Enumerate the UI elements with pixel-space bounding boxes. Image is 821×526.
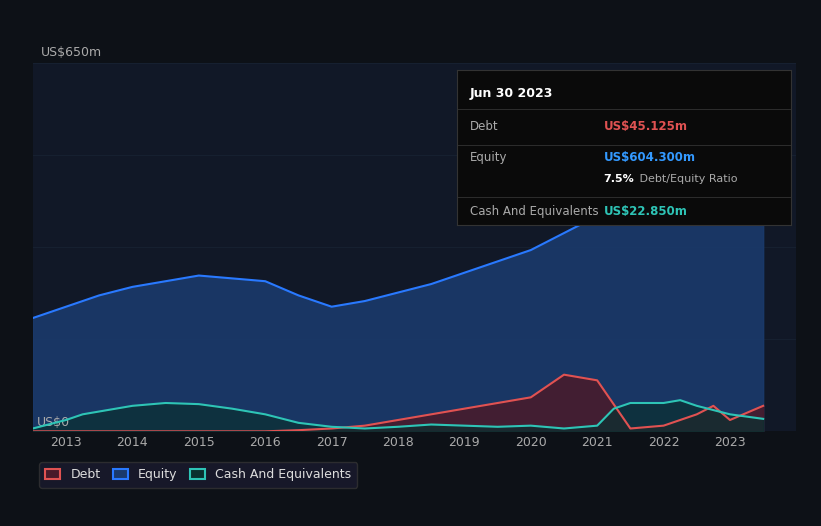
Text: US$604.300m: US$604.300m bbox=[603, 150, 695, 164]
Text: Debt/Equity Ratio: Debt/Equity Ratio bbox=[635, 174, 737, 184]
Text: Jun 30 2023: Jun 30 2023 bbox=[470, 87, 553, 100]
Text: US$650m: US$650m bbox=[40, 46, 102, 59]
Legend: Debt, Equity, Cash And Equivalents: Debt, Equity, Cash And Equivalents bbox=[39, 462, 357, 488]
Text: Equity: Equity bbox=[470, 150, 507, 164]
Text: Debt: Debt bbox=[470, 120, 498, 134]
Text: US$45.125m: US$45.125m bbox=[603, 120, 688, 134]
Text: US$22.850m: US$22.850m bbox=[603, 205, 688, 218]
Text: Cash And Equivalents: Cash And Equivalents bbox=[470, 205, 599, 218]
Text: 7.5%: 7.5% bbox=[603, 174, 635, 184]
Text: US$0: US$0 bbox=[37, 417, 70, 429]
